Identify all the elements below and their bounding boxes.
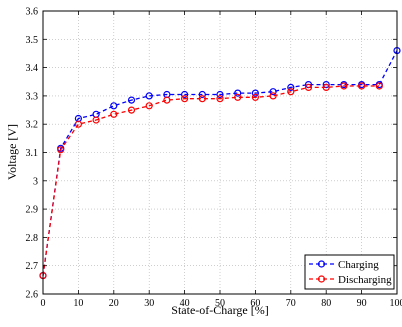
y-tick-label: 2.8 [26, 233, 39, 244]
x-tick-label: 0 [41, 298, 46, 309]
x-tick-label: 20 [109, 298, 119, 309]
legend-label-charging: Charging [338, 259, 379, 271]
y-tick-label: 2.6 [26, 290, 39, 301]
series-layer [40, 48, 400, 279]
x-tick-label: 90 [357, 298, 367, 309]
series-line-charging [43, 51, 397, 276]
x-tick-label: 70 [286, 298, 296, 309]
y-tick-label: 3 [33, 176, 38, 187]
x-tick-label: 80 [321, 298, 331, 309]
grid [43, 11, 397, 294]
x-tick-label: 100 [390, 298, 402, 309]
x-tick-label: 10 [73, 298, 83, 309]
y-tick-label: 3.4 [26, 63, 39, 74]
y-tick-label: 3.2 [26, 120, 39, 131]
legend-label-discharging: Discharging [338, 274, 392, 286]
y-tick-label: 3.1 [26, 148, 39, 159]
y-tick-label: 3.6 [26, 7, 39, 18]
x-axis-label: State-of-Charge [%] [171, 303, 268, 317]
y-tick-label: 3.5 [26, 35, 39, 46]
y-tick-label: 3.3 [26, 91, 39, 102]
y-tick-label: 2.7 [26, 261, 39, 272]
series-charging [40, 48, 400, 279]
x-tick-label: 30 [144, 298, 154, 309]
legend: Charging Discharging [305, 255, 394, 289]
y-tick-label: 2.9 [26, 205, 39, 216]
y-axis-label: Voltage [V] [5, 124, 19, 180]
